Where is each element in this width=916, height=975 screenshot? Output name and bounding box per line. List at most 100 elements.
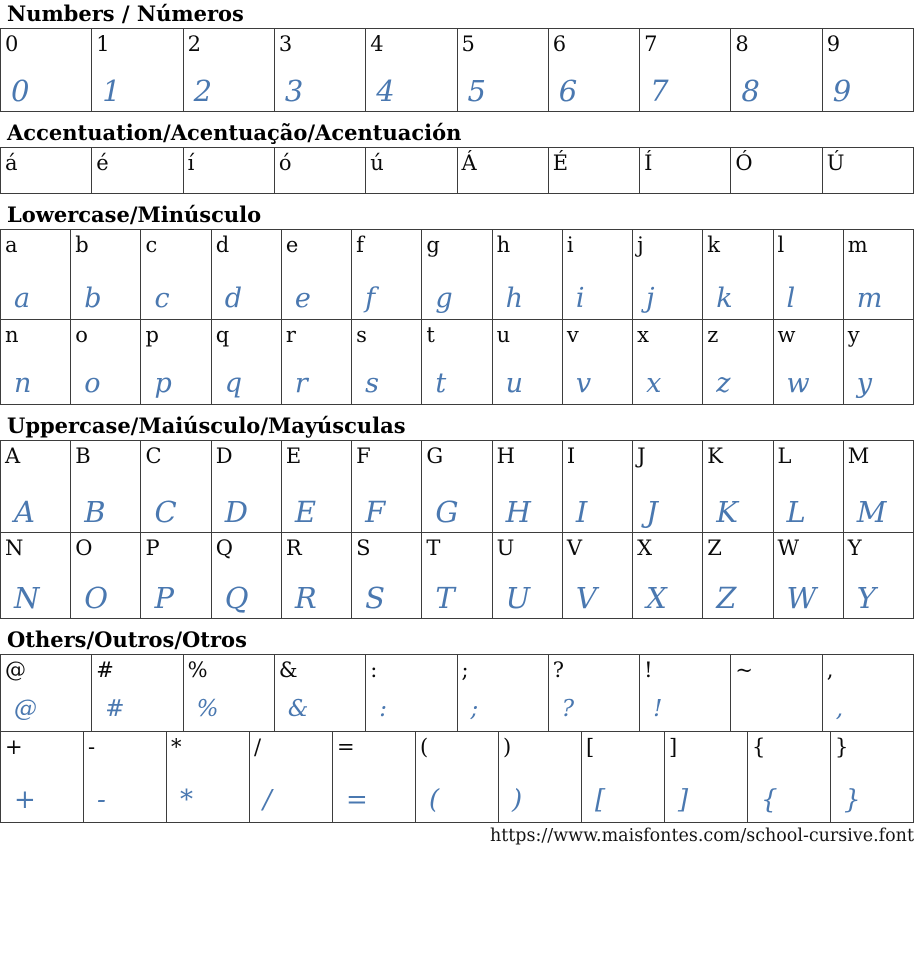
printed-char: í xyxy=(187,151,195,175)
printed-char: ú xyxy=(370,151,384,175)
printed-char: c xyxy=(145,233,158,257)
glyph-cell: É xyxy=(548,148,641,194)
cursive-char: H xyxy=(505,495,531,529)
cursive-char: c xyxy=(154,283,170,314)
printed-char: ó xyxy=(278,151,292,175)
cursive-char: 6 xyxy=(558,74,578,108)
printed-char: w xyxy=(777,323,796,347)
printed-char: B xyxy=(75,444,91,468)
glyph-cell: ;; xyxy=(457,655,549,732)
printed-char: t xyxy=(426,323,435,347)
cursive-char: J xyxy=(646,495,658,529)
cursive-char: = xyxy=(346,785,368,815)
printed-char: : xyxy=(370,658,378,682)
printed-char: 5 xyxy=(461,32,475,56)
cursive-char: C xyxy=(154,495,177,529)
printed-char: z xyxy=(707,323,719,347)
printed-char: 6 xyxy=(552,32,567,56)
printed-char: * xyxy=(171,735,182,759)
printed-char: { xyxy=(752,735,766,759)
printed-char: b xyxy=(75,233,89,257)
cursive-char: y xyxy=(856,368,873,399)
source-url: https://www.maisfontes.com/school-cursiv… xyxy=(489,826,914,846)
glyph-cell: # # xyxy=(92,655,184,732)
printed-char: ; xyxy=(461,658,469,682)
printed-char: U xyxy=(496,536,515,560)
section-accentuation: Accentuation/Acentuação/Acentuación á é í ó… xyxy=(0,121,914,194)
glyph-cell: -- xyxy=(84,732,167,823)
cursive-char: ; xyxy=(470,696,479,722)
section-title-others: Others/Outros/Otros xyxy=(7,627,247,652)
printed-char: 7 xyxy=(644,32,658,56)
cursive-char: F xyxy=(365,495,386,529)
cursive-char: 1 xyxy=(102,74,121,108)
printed-char: ? xyxy=(552,658,565,682)
cursive-char: q xyxy=(224,368,242,399)
cursive-char: s xyxy=(365,368,379,399)
printed-char: T xyxy=(426,536,441,560)
printed-char: u xyxy=(496,323,511,347)
printed-char: y xyxy=(847,323,860,347)
printed-char: P xyxy=(145,536,160,560)
printed-char: K xyxy=(707,444,723,468)
printed-char: ~ xyxy=(735,658,753,682)
cursive-char: v xyxy=(575,368,592,399)
cursive-char: I xyxy=(575,495,588,529)
cursive-char: z xyxy=(716,368,731,399)
section-title-lowercase: Lowercase/Minúsculo xyxy=(7,202,262,227)
cursive-char: f xyxy=(365,283,376,314)
cursive-char: l xyxy=(786,283,796,314)
cursive-char: j xyxy=(646,283,655,314)
printed-char: G xyxy=(426,444,444,468)
cursive-char: , xyxy=(835,696,843,722)
cursive-char: N xyxy=(14,581,40,615)
cursive-char: 7 xyxy=(650,74,669,108)
cursive-char: 5 xyxy=(467,74,486,108)
cursive-char: : xyxy=(379,696,387,722)
glyph-row: @ @ # #%% & &::;;??!! ~,, xyxy=(0,654,914,732)
cursive-char: r xyxy=(294,368,308,399)
printed-char: W xyxy=(777,536,800,560)
cursive-char: b xyxy=(84,283,102,314)
cursive-char: Q xyxy=(224,581,249,615)
cursive-char: X xyxy=(646,581,667,615)
cursive-char: * xyxy=(180,785,193,815)
cursive-char: ] xyxy=(678,785,689,815)
printed-char: # xyxy=(96,658,114,682)
cursive-char: 4 xyxy=(376,74,395,108)
printed-char: 8 xyxy=(735,32,749,56)
glyph-cell: ~ xyxy=(731,655,823,732)
printed-char: j xyxy=(637,233,644,257)
glyph-cell: ,, xyxy=(822,655,914,732)
cursive-char: } xyxy=(844,785,861,815)
printed-char: H xyxy=(496,444,515,468)
printed-char: , xyxy=(826,658,834,682)
cursive-char: D xyxy=(224,495,248,529)
cursive-char: + xyxy=(14,785,36,815)
printed-char: E xyxy=(285,444,302,468)
